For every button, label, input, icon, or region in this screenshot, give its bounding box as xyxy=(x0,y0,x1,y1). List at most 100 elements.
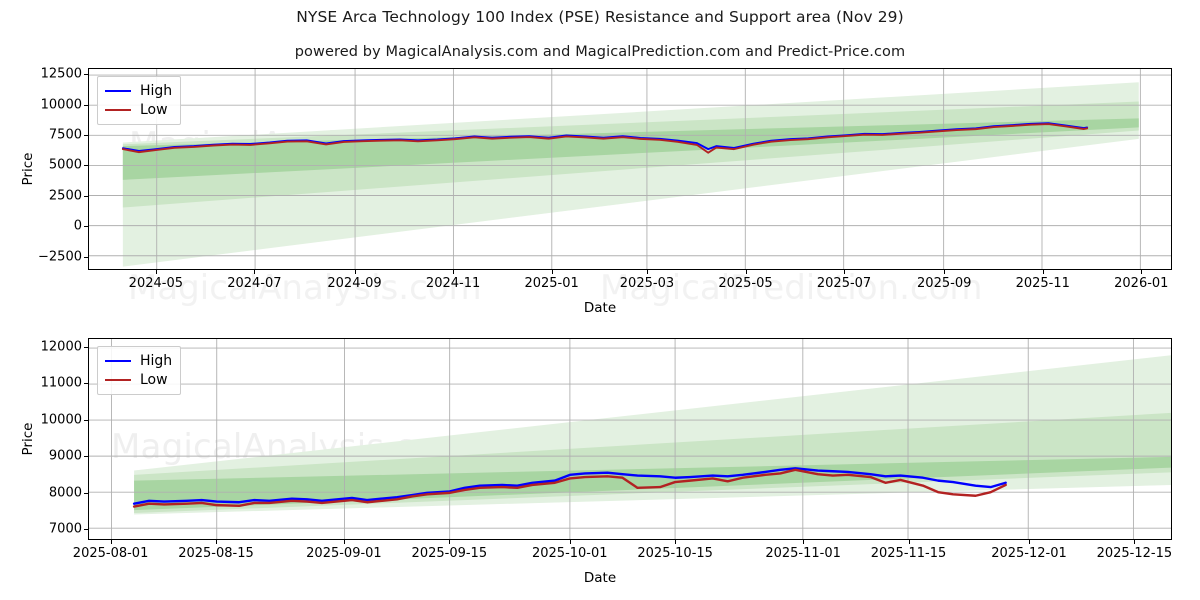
x-tick-label: 2024-09 xyxy=(327,276,382,291)
x-tick-label: 2025-09-15 xyxy=(411,546,488,561)
legend-item-high[interactable]: High xyxy=(105,81,172,100)
overview-y-axis-label: Price xyxy=(20,152,36,186)
y-tick-label: 9000 xyxy=(48,448,82,464)
legend-item-high[interactable]: High xyxy=(105,351,172,370)
x-tick-label: 2025-08-15 xyxy=(178,546,254,561)
y-tick-mark xyxy=(84,383,88,385)
x-tick-mark xyxy=(453,270,455,274)
legend-line-swatch-high xyxy=(105,89,131,92)
y-tick-mark xyxy=(84,74,88,76)
y-tick-mark xyxy=(84,195,88,197)
x-tick-mark xyxy=(844,270,846,274)
y-tick-label: 12500 xyxy=(40,66,82,82)
x-tick-label: 2024-11 xyxy=(425,276,481,291)
y-tick-mark xyxy=(84,134,88,136)
y-tick-label: 11000 xyxy=(40,375,82,391)
y-tick-mark xyxy=(84,104,88,106)
x-tick-label: 2025-11-01 xyxy=(765,546,841,561)
y-tick-label: 0 xyxy=(73,218,82,234)
overview-x-axis-label: Date xyxy=(583,300,617,316)
y-tick-label: 12000 xyxy=(40,339,82,355)
x-tick-mark xyxy=(110,540,112,544)
x-tick-label: 2025-11 xyxy=(1015,276,1070,291)
x-tick-mark xyxy=(1141,270,1143,274)
x-tick-mark xyxy=(803,540,805,544)
y-tick-label: 7500 xyxy=(48,127,82,143)
y-tick-mark xyxy=(84,347,88,349)
zoom-y-axis-label: Price xyxy=(20,422,36,456)
y-tick-mark xyxy=(84,529,88,531)
series-line-low xyxy=(123,124,1087,153)
x-tick-mark xyxy=(1042,270,1044,274)
x-tick-mark xyxy=(1134,540,1136,544)
x-tick-label: 2025-10-01 xyxy=(531,546,608,561)
series-line-high xyxy=(134,468,1006,503)
y-tick-mark xyxy=(84,165,88,167)
x-tick-mark xyxy=(745,270,747,274)
zoom-x-axis-label: Date xyxy=(583,570,617,586)
series-line-low xyxy=(134,470,1006,507)
zoom-x-axis-ticks: 2025-08-01 2025-08-15 2025-09-01 2025-09-15… xyxy=(0,546,1200,566)
zoom-chart-legend: High Low xyxy=(97,346,182,395)
x-tick-label: 2025-10-15 xyxy=(637,546,713,561)
x-tick-mark xyxy=(675,540,677,544)
x-tick-label: 2025-09 xyxy=(917,276,972,291)
legend-label: High xyxy=(140,82,173,99)
x-tick-label: 2025-09-01 xyxy=(306,546,382,561)
y-tick-label: 5000 xyxy=(48,157,82,173)
y-tick-label: 10000 xyxy=(40,97,82,112)
x-tick-mark xyxy=(215,540,217,544)
x-tick-label: 2025-11-15 xyxy=(870,546,947,561)
x-tick-label: 2025-05 xyxy=(718,276,773,291)
legend-item-low[interactable]: Low xyxy=(105,100,172,119)
y-tick-mark xyxy=(84,419,88,421)
legend-line-swatch-low xyxy=(105,108,131,111)
y-tick-label: 8000 xyxy=(48,485,82,501)
legend-line-swatch-high xyxy=(105,359,131,362)
x-tick-label: 2025-03 xyxy=(619,276,675,291)
zoom-y-axis-ticks: 7000 8000 9000 10000 11000 12000 xyxy=(4,338,82,540)
y-tick-label: 7000 xyxy=(48,521,82,537)
x-tick-mark xyxy=(1028,540,1030,544)
y-tick-mark xyxy=(84,256,88,258)
zoom-chart-plot-area: MagicalAnalysis.com MagicalPrediction.co… xyxy=(88,338,1172,540)
y-tick-label: −2500 xyxy=(38,249,82,265)
y-tick-label: 2500 xyxy=(48,188,82,204)
x-tick-mark xyxy=(449,540,451,544)
x-tick-label: 2025-12-01 xyxy=(991,546,1067,561)
x-tick-mark xyxy=(646,270,648,274)
y-tick-mark xyxy=(84,492,88,494)
x-tick-mark xyxy=(254,270,256,274)
y-tick-mark xyxy=(84,456,88,458)
x-tick-label: 2024-07 xyxy=(227,276,282,291)
overview-chart-legend: High Low xyxy=(97,76,182,125)
legend-item-low[interactable]: Low xyxy=(105,370,172,389)
x-tick-label: 2025-01 xyxy=(524,276,579,291)
x-tick-label: 2026-01 xyxy=(1114,276,1169,291)
x-tick-label: 2025-08-01 xyxy=(72,546,149,561)
x-tick-mark xyxy=(569,540,571,544)
overview-x-axis-ticks: 2024-05 2024-07 2024-09 2024-11 2025-01 2025-… xyxy=(0,276,1200,296)
x-tick-label: 2024-05 xyxy=(128,276,184,291)
overview-chart-plot-area: MagicalAnalysis.com MagicalPrediction.co… xyxy=(88,68,1172,270)
legend-line-swatch-low xyxy=(105,378,131,381)
x-tick-mark xyxy=(343,540,345,544)
x-tick-label: 2025-07 xyxy=(816,276,872,291)
overview-chart-canvas xyxy=(89,69,1171,269)
legend-label: Low xyxy=(140,371,168,388)
page-title: NYSE Arca Technology 100 Index (PSE) Res… xyxy=(296,8,904,26)
overview-y-axis-ticks: −2500 0 2500 5000 7500 10000 12500 xyxy=(4,66,82,270)
page-subtitle: powered by MagicalAnalysis.com and Magic… xyxy=(294,44,906,60)
y-tick-label: 10000 xyxy=(40,412,82,428)
zoom-chart-canvas xyxy=(89,339,1171,539)
legend-label: Low xyxy=(140,101,168,118)
x-tick-mark xyxy=(354,270,356,274)
x-tick-mark xyxy=(551,270,553,274)
x-tick-mark xyxy=(944,270,946,274)
x-tick-mark xyxy=(908,540,910,544)
legend-label: High xyxy=(140,352,173,369)
y-tick-mark xyxy=(84,226,88,228)
x-tick-label: 2025-12-15 xyxy=(1096,546,1173,561)
x-tick-mark xyxy=(155,270,157,274)
